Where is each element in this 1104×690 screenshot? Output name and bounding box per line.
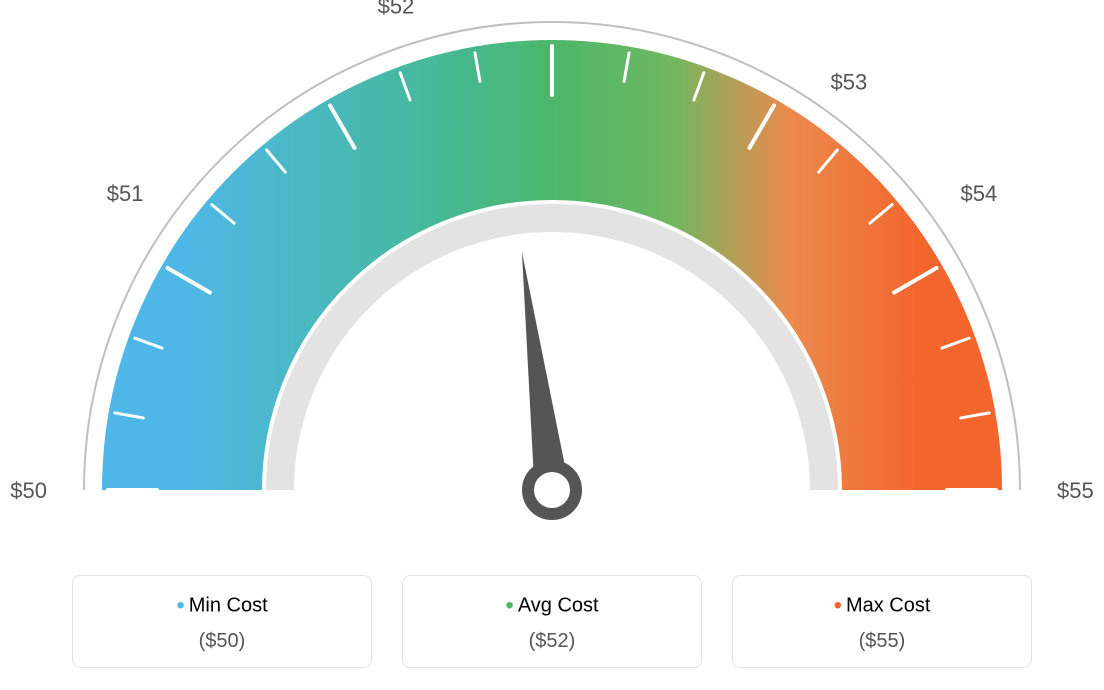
svg-text:$52: $52 [378, 0, 415, 19]
legend-card-max: •Max Cost ($55) [732, 575, 1032, 668]
legend-row: •Min Cost ($50) •Avg Cost ($52) •Max Cos… [0, 575, 1104, 668]
legend-label-text: Max Cost [846, 594, 930, 616]
legend-value-max: ($55) [733, 630, 1031, 653]
legend-card-min: •Min Cost ($50) [72, 575, 372, 668]
svg-text:$50: $50 [10, 478, 47, 503]
gauge-svg: $50$51$52$52$53$54$55 [0, 0, 1104, 560]
legend-value-avg: ($52) [403, 630, 701, 653]
legend-card-avg: •Avg Cost ($52) [402, 575, 702, 668]
legend-label-avg: •Avg Cost [403, 592, 701, 620]
legend-label-min: •Min Cost [73, 592, 371, 620]
svg-text:$53: $53 [830, 69, 867, 94]
legend-label-max: •Max Cost [733, 592, 1031, 620]
legend-label-text: Avg Cost [518, 594, 599, 616]
svg-text:$54: $54 [961, 181, 998, 206]
dot-icon: • [176, 592, 184, 619]
gauge-chart: $50$51$52$52$53$54$55 [0, 0, 1104, 560]
svg-text:$55: $55 [1057, 478, 1094, 503]
legend-label-text: Min Cost [189, 594, 268, 616]
chart-container: $50$51$52$52$53$54$55 •Min Cost ($50) •A… [0, 0, 1104, 690]
legend-value-min: ($50) [73, 630, 371, 653]
svg-text:$51: $51 [107, 181, 144, 206]
dot-icon: • [834, 592, 842, 619]
dot-icon: • [505, 592, 513, 619]
